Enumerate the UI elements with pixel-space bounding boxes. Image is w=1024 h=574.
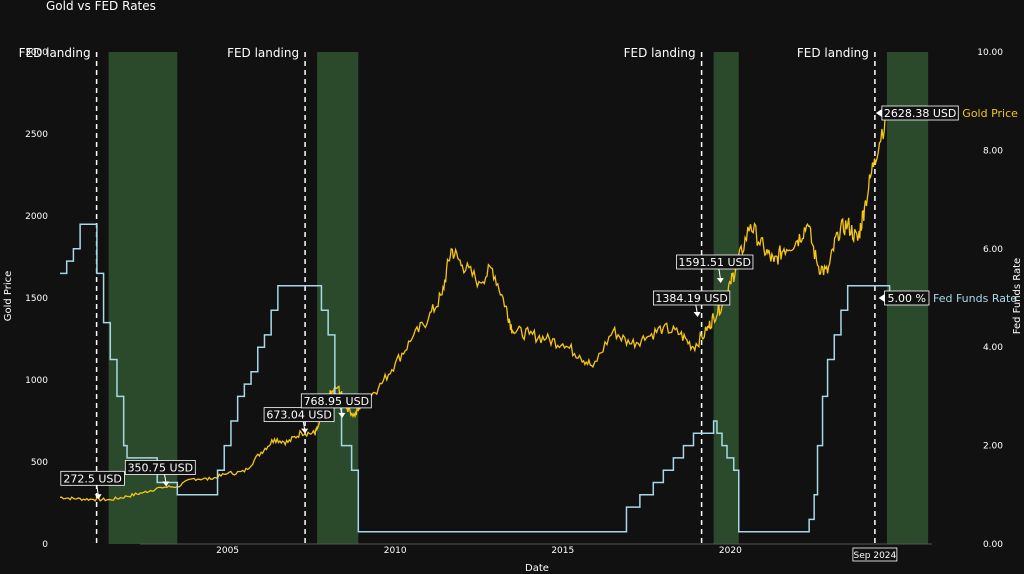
label-arrowhead <box>716 277 724 283</box>
label-arrowhead <box>162 481 170 487</box>
label-arrowhead <box>94 494 102 500</box>
y-left-tick-label: 1500 <box>25 294 48 304</box>
data-label: 350.75 USD <box>128 461 194 474</box>
y-right-tick-label: 8.00 <box>983 146 1003 156</box>
end-label-series-name: Fed Funds Rate <box>933 292 1017 305</box>
data-label: 1384.19 USD <box>655 292 728 305</box>
y-right-tick-label: 4.00 <box>983 343 1003 353</box>
y-right-tick-label: 0.00 <box>983 540 1003 550</box>
label-arrowhead <box>693 311 701 317</box>
y-left-tick-label: 3000 <box>25 48 48 58</box>
fed-landing-label: FED landing <box>797 46 869 60</box>
end-label-series-name: Gold Price <box>962 107 1018 120</box>
label-arrowhead <box>301 428 309 434</box>
data-label-box <box>300 393 372 409</box>
y-left-tick-label: 500 <box>31 458 48 468</box>
x-axis-title: Date <box>525 563 549 574</box>
y-right-tick-label: 2.00 <box>983 442 1003 452</box>
y-left-tick-label: 1000 <box>25 376 48 386</box>
axes: 2005 2010 2015 2020 Sep 2024 0 500 1000 1500 2000… <box>25 48 1003 562</box>
end-label-arrowhead <box>875 109 882 118</box>
data-label: 272.5 USD <box>63 472 122 485</box>
end-label-arrowhead <box>878 294 885 302</box>
end-label-box <box>884 290 930 306</box>
y-left-tick-label: 2500 <box>25 130 48 140</box>
data-label-box <box>263 407 335 423</box>
x-highlight-box <box>852 547 898 562</box>
y-left-tick-label: 2000 <box>25 212 48 222</box>
data-label-box <box>676 254 754 270</box>
fed-landing-label: FED landing <box>227 46 299 60</box>
fed-landing-label: FED landing <box>624 46 696 60</box>
x-tick-label: 2015 <box>551 546 574 556</box>
data-label: 673.04 USD <box>266 409 332 422</box>
x-tick-label: 2005 <box>216 546 239 556</box>
data-label: 768.95 USD <box>304 395 370 408</box>
x-tick-label: 2020 <box>719 546 742 556</box>
data-label-box <box>653 290 731 306</box>
y-right-tick-label: 6.00 <box>983 245 1003 255</box>
x-tick-label: 2010 <box>384 546 407 556</box>
data-label-box <box>60 470 125 486</box>
y-axis-left-title: Gold Price <box>3 271 14 322</box>
y-right-tick-label: 10.00 <box>977 48 1003 58</box>
fed-landing-label: FED landing <box>19 46 91 60</box>
end-label-value: 5.00 % <box>888 292 926 305</box>
data-label: 1591.51 USD <box>679 256 752 269</box>
series-line-gold-price <box>59 106 888 502</box>
data-label-box <box>124 460 196 475</box>
chart-title: Gold vs FED Rates <box>46 0 156 13</box>
y-axis-right-title: Fed Funds Rate <box>1012 258 1023 334</box>
end-label-box <box>881 105 959 121</box>
x-highlight-label: Sep 2024 <box>854 551 897 561</box>
end-label-value: 2628.38 USD <box>884 107 957 120</box>
y-left-tick-label: 0 <box>42 540 48 550</box>
label-arrowhead <box>338 412 346 418</box>
